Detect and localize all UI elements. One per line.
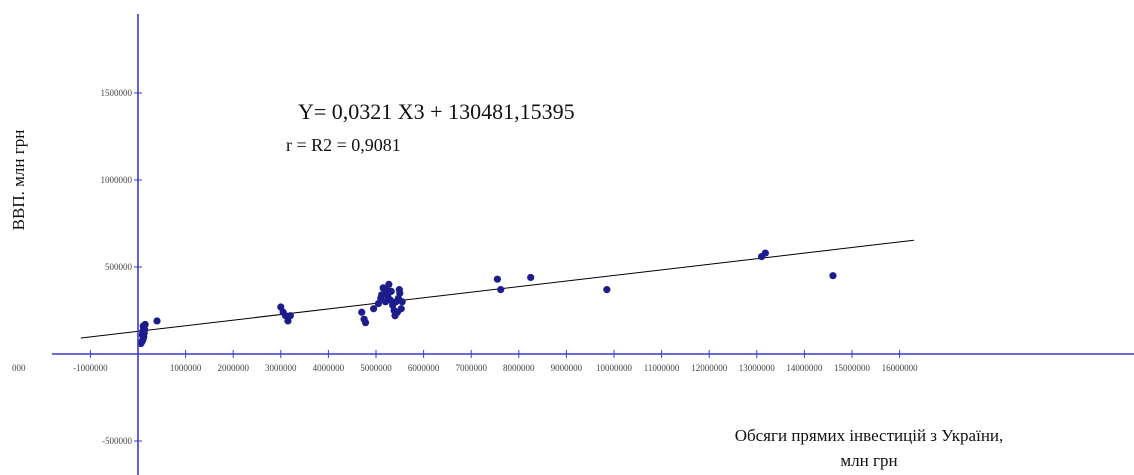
y-tick-label: 1500000 bbox=[101, 88, 133, 98]
y-tick-label: 1000000 bbox=[101, 175, 133, 185]
data-point bbox=[396, 289, 404, 297]
x-tick-label: 4000000 bbox=[313, 363, 345, 373]
edge-tick-label: 000 bbox=[12, 363, 26, 373]
data-point bbox=[398, 298, 406, 306]
x-axis-label-line2: млн грн bbox=[840, 451, 897, 470]
y-tick-label: -500000 bbox=[102, 436, 132, 446]
data-point bbox=[829, 272, 837, 280]
x-tick-label: 2000000 bbox=[217, 363, 249, 373]
data-point bbox=[141, 320, 149, 329]
data-point bbox=[361, 319, 370, 327]
data-point bbox=[286, 312, 294, 320]
data-point bbox=[493, 275, 501, 283]
x-tick-label: 9000000 bbox=[551, 363, 583, 373]
tick-layer: -1000000 1000000 2000000 3000000 4000000 5000… bbox=[73, 88, 918, 446]
x-tick-label: 16000000 bbox=[882, 363, 919, 373]
data-point bbox=[497, 286, 505, 294]
x-axis-label-line1: Обсяги прямих інвестицій з України, bbox=[735, 426, 1004, 445]
data-point bbox=[153, 317, 161, 325]
x-tick-label: 11000000 bbox=[644, 363, 680, 373]
data-point bbox=[387, 287, 395, 295]
regression-equation: Y= 0,0321 X3 + 130481,15395 bbox=[298, 99, 575, 124]
data-point bbox=[358, 308, 366, 316]
x-tick-label: 10000000 bbox=[596, 363, 633, 373]
x-tick-label: 15000000 bbox=[834, 363, 871, 373]
x-tick-label: 5000000 bbox=[360, 363, 392, 373]
x-tick-label: 14000000 bbox=[786, 363, 823, 373]
points-layer bbox=[137, 249, 837, 348]
x-tick-label: 3000000 bbox=[265, 363, 297, 373]
x-tick-label: 12000000 bbox=[691, 363, 728, 373]
data-point bbox=[761, 249, 769, 257]
data-point bbox=[385, 280, 393, 288]
x-tick-label: 1000000 bbox=[170, 363, 202, 373]
data-point bbox=[397, 305, 405, 313]
y-tick-label: 500000 bbox=[105, 262, 133, 272]
x-tick-label: -1000000 bbox=[73, 363, 108, 373]
x-tick-label: 8000000 bbox=[503, 363, 535, 373]
x-tick-label: 7000000 bbox=[455, 363, 487, 373]
data-point bbox=[370, 305, 378, 313]
r-squared-label: r = R2 = 0,9081 bbox=[286, 135, 401, 155]
x-tick-label: 13000000 bbox=[739, 363, 776, 373]
data-point bbox=[603, 286, 611, 294]
y-axis-label: ВВП. млн грн bbox=[9, 130, 28, 231]
x-tick-label: 6000000 bbox=[408, 363, 440, 373]
data-point bbox=[527, 273, 535, 282]
